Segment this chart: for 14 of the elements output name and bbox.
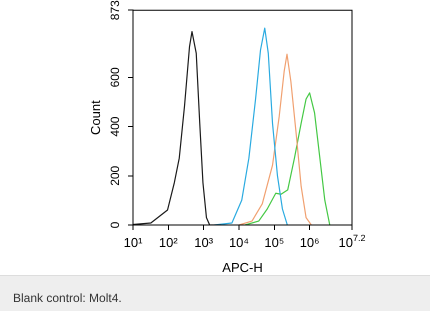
x-axis-title: APC-H	[222, 260, 263, 275]
x-tick-label: 10²	[158, 235, 178, 250]
y-axis-title: Count	[88, 100, 103, 135]
x-tick-label: 10¹	[124, 235, 144, 250]
y-tick-label: 400	[108, 116, 122, 137]
x-tick-label: 10³	[194, 235, 214, 250]
x-tick-label: 10⁶	[300, 235, 320, 250]
y-tick-label: 873	[108, 0, 122, 20]
y-tick-label: 200	[108, 165, 122, 186]
text: Blank control: Molt4.	[13, 291, 122, 305]
y-tick-label: 600	[108, 67, 122, 88]
y-tick-label: 0	[108, 221, 122, 228]
x-tick-label: 10⁵	[264, 235, 284, 250]
x-tick-label: 10⁴	[228, 235, 249, 250]
